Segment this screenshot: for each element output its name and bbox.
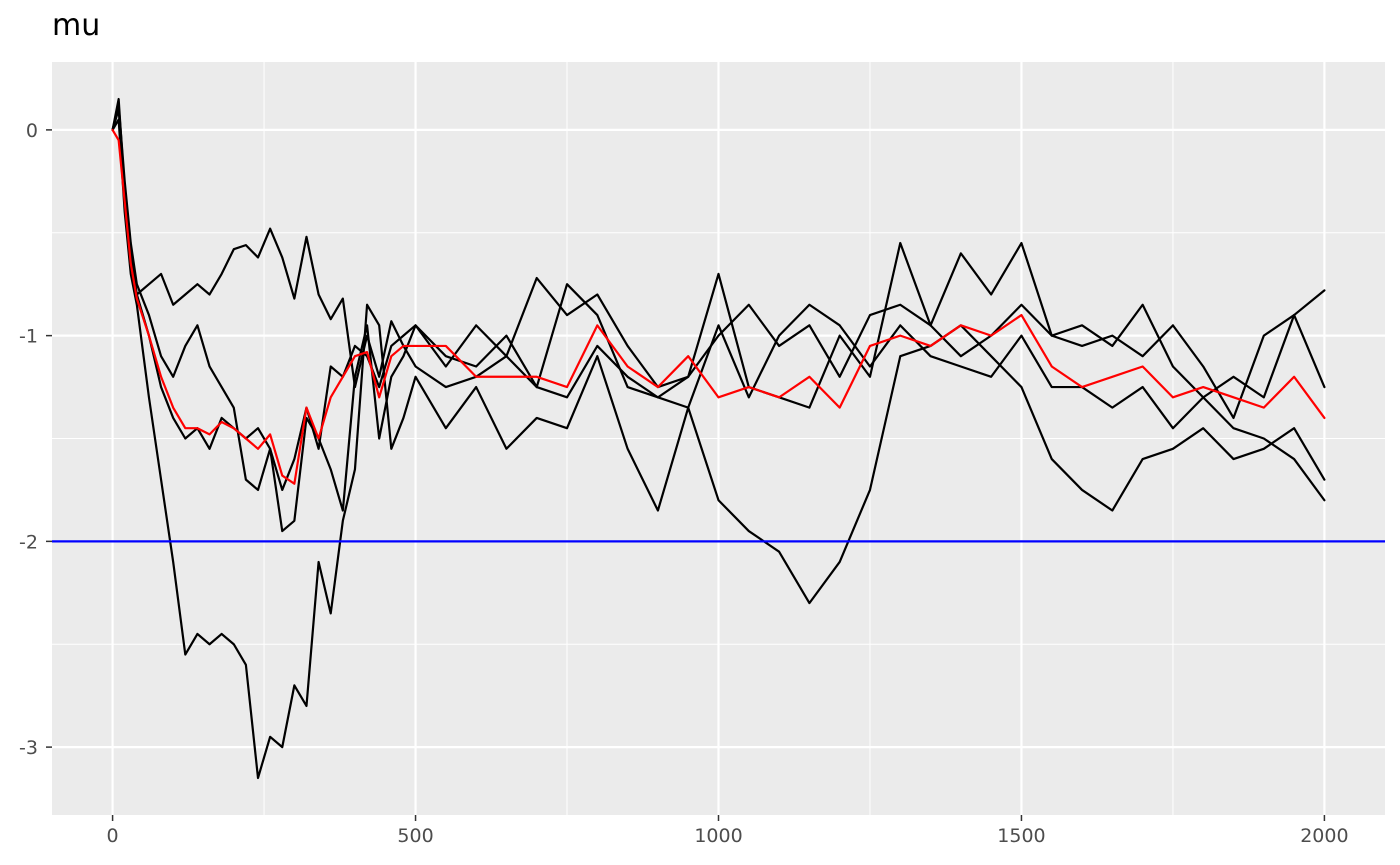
series-line-5 (111, 128, 1326, 485)
y-tick-label: -2 (19, 531, 38, 553)
y-tick-label: -3 (19, 737, 38, 759)
y-tick-label: -1 (19, 326, 38, 348)
x-tick-label: 2000 (1300, 825, 1348, 847)
x-tick-label: 1500 (997, 825, 1045, 847)
y-tick-label: 0 (26, 120, 38, 142)
x-tick-label: 1000 (694, 825, 742, 847)
x-tick-label: 0 (107, 825, 119, 847)
chart-title: mu (52, 8, 101, 43)
series-line-3 (111, 118, 1326, 780)
x-tick-label: 500 (397, 825, 433, 847)
series-line-2 (111, 104, 1326, 533)
series-line-1 (111, 108, 1326, 420)
